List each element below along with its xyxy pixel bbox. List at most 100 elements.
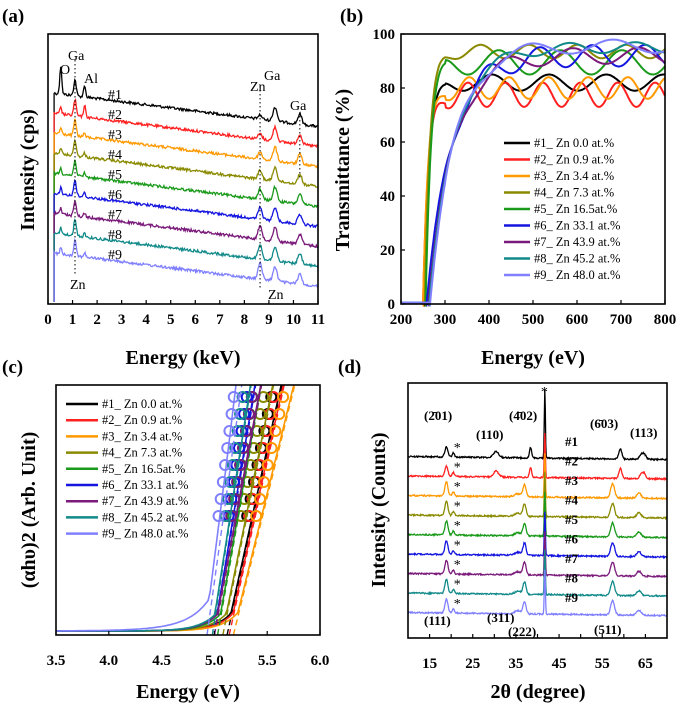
c-marker-9: [221, 442, 234, 454]
b-legend-entry-9: #9_ Zn 48.0 at.%: [534, 268, 620, 282]
panel-a-frame: [47, 33, 319, 305]
a-tick-label: 3: [118, 312, 126, 328]
c-legend-entry-9: #9_ Zn 48.0 at.%: [102, 527, 188, 541]
a-tick-label: 6: [192, 312, 200, 328]
panel-c-legend: #1_ Zn 0.0 at.% #2_ Zn 0.9 at.% #3_ Zn 3.4…: [66, 397, 188, 541]
a-ann-Zn-top: Zn: [250, 80, 266, 95]
a-series-label-5: #5: [108, 168, 122, 183]
panel-b-legend: #1_ Zn 0.0 at.% #2_ Zn 0.9 at.% #3_ Zn 3.4…: [504, 136, 620, 282]
c-marker-8: [221, 493, 234, 505]
c-legend-entry-2: #2_ Zn 0.9 at.%: [102, 413, 182, 427]
a-spectrum-7: [53, 199, 318, 302]
c-marker-7: [236, 442, 249, 454]
d-label-402: (4̄02): [509, 408, 537, 423]
c-tick-label: 6.0: [311, 653, 330, 669]
b-xtick-label: 300: [434, 312, 457, 328]
c-marker-3: [250, 510, 263, 522]
c-legend-entry-3: #3_ Zn 3.4 at.%: [102, 429, 182, 443]
a-spectrum-2: [53, 98, 319, 302]
c-marker-8: [224, 476, 237, 488]
d-xlabel: 2θ (degree): [490, 681, 585, 703]
d-pattern-2: [408, 432, 667, 482]
d-tick-label: 35: [508, 656, 523, 672]
d-tick-label: 65: [638, 656, 653, 672]
d-star-marker: *: [454, 480, 461, 495]
c-tick-label: 4.0: [99, 653, 118, 669]
b-ylabel: Transmittance (%): [332, 89, 354, 251]
d-star-marker: *: [454, 500, 461, 515]
c-marker-6: [233, 442, 246, 454]
c-legend-entry-4: #4_ Zn 7.3 at.%: [102, 446, 182, 460]
panel-c-ticks: 3.5 4.0 4.5 5.0 5.5 6.0: [47, 631, 330, 669]
a-tick-label: 0: [44, 312, 52, 328]
d-tick-label: 25: [465, 656, 480, 672]
a-spectrum-6: [53, 178, 319, 302]
c-marker-9: [223, 425, 236, 437]
c-marker-3: [277, 391, 290, 403]
d-label-110: (110): [476, 427, 503, 442]
c-marker-6: [235, 425, 248, 437]
a-tick-label: 8: [241, 312, 249, 328]
d-label-311: (311): [487, 610, 514, 625]
a-spectrum-5: [53, 159, 319, 302]
a-ann-Ga-L: Ga: [68, 49, 85, 64]
a-tick-label: 1: [69, 312, 77, 328]
panel-label-b: (b): [340, 6, 363, 27]
a-tick-label: 5: [167, 312, 175, 328]
a-ann-Zn-bottom: Zn: [70, 278, 86, 293]
b-curve-5: [401, 49, 666, 308]
d-tick-label: 55: [595, 656, 610, 672]
b-ytick-label: 20: [380, 243, 395, 259]
c-marker-2: [250, 476, 263, 488]
b-legend-entry-6: #6_ Zn 33.1 at.%: [534, 219, 620, 233]
c-legend-entry-8: #8_ Zn 45.2 at.%: [102, 510, 188, 524]
b-legend-entry-8: #8_ Zn 45.2 at.%: [534, 252, 620, 266]
a-series-label-9: #9: [108, 248, 122, 263]
c-marker-2: [243, 510, 256, 522]
a-ann-O: O: [60, 63, 70, 78]
c-marker-6: [230, 459, 243, 471]
c-marker-8: [231, 425, 244, 437]
b-curve-8: [401, 41, 666, 308]
d-star-marker: *: [454, 539, 461, 554]
panel-label-c: (c): [2, 357, 23, 378]
d-label-113: (113): [630, 425, 657, 440]
panel-d-series-labels: * * * * * * * * * * #1 #2 #3 #4 #5 #6 #7 #8 #9: [454, 385, 579, 612]
c-marker-6: [238, 408, 251, 420]
c-marker-2: [246, 493, 259, 505]
a-series-label-1: #1: [108, 88, 122, 103]
b-legend-entry-1: #1_ Zn 0.0 at.%: [534, 136, 614, 150]
b-xtick-label: 200: [390, 312, 413, 328]
c-marker-9: [227, 391, 240, 403]
c-marker-9: [219, 459, 232, 471]
c-marker-8: [229, 442, 242, 454]
panel-label-a: (a): [2, 6, 24, 27]
d-star-marker: *: [454, 519, 461, 534]
c-fit-line-4: [222, 385, 275, 635]
c-marker-6: [240, 391, 253, 403]
b-xlabel: Energy (eV): [481, 347, 585, 369]
a-ann-Al: Al: [84, 72, 98, 87]
d-label-603: (6̄03): [590, 416, 618, 431]
b-legend-entry-2: #2_ Zn 0.9 at.%: [534, 153, 614, 167]
b-legend-entry-4: #4_ Zn 7.3 at.%: [534, 186, 614, 200]
a-tick-label: 10: [286, 312, 301, 328]
a-ann-Ga-Kb: Ga: [290, 99, 307, 114]
a-tick-label: 4: [142, 312, 150, 328]
a-spectrum-9: [53, 237, 319, 302]
panel-label-d: (d): [338, 357, 361, 378]
b-xtick-label: 600: [566, 312, 589, 328]
d-pattern-4: [408, 471, 667, 521]
d-label-111: (111): [424, 613, 451, 628]
d-pattern-9: [408, 569, 667, 618]
a-spectrum-1: [53, 66, 318, 302]
d-series-label-3: #3: [565, 473, 579, 488]
c-marker-9: [225, 408, 238, 420]
a-ann-Ga-K: Ga: [264, 69, 281, 84]
panel-d-patterns: [408, 389, 667, 618]
a-ylabel: Intensity (cps): [17, 109, 39, 231]
c-marker-8: [234, 408, 247, 420]
a-ann-Zn-bottom2: Zn: [268, 288, 284, 303]
panel-a-dotted-lines: [74, 60, 301, 288]
